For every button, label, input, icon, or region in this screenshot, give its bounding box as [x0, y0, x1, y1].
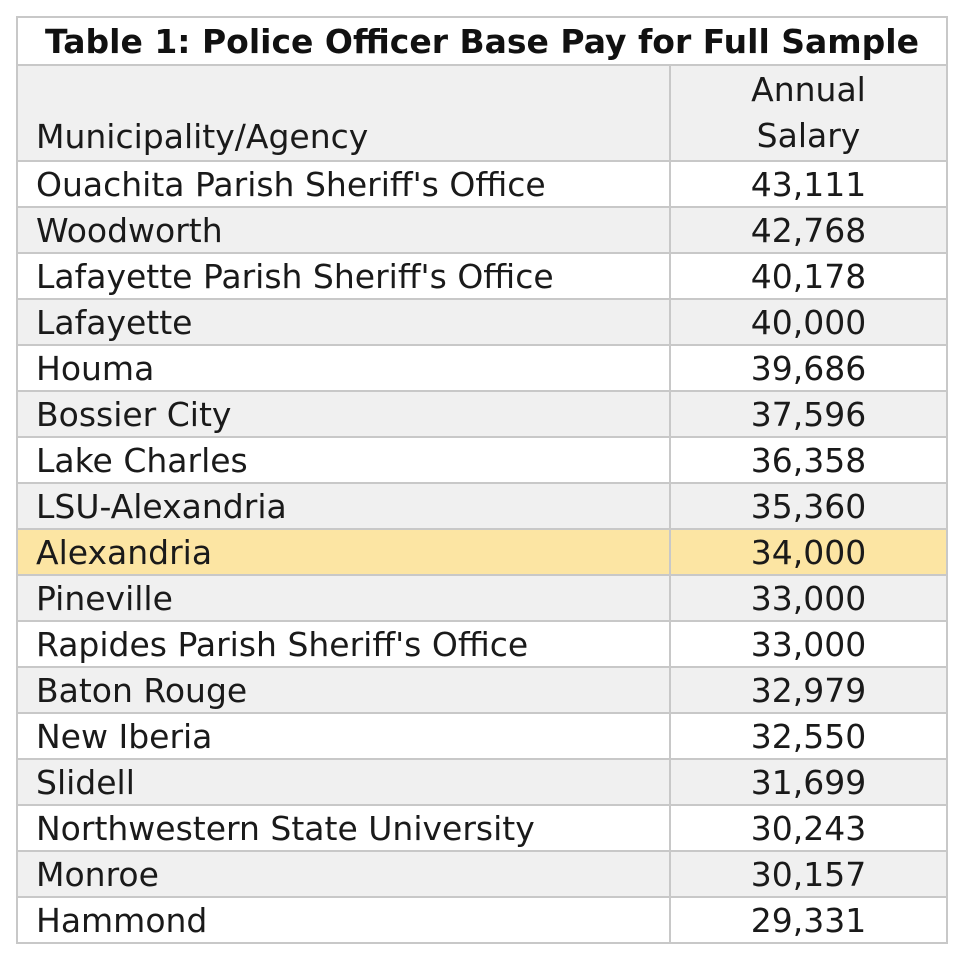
row-municipality: Pineville — [16, 574, 671, 622]
table-row: Lafayette Parish Sheriff's Office 40,178 — [16, 252, 948, 300]
row-municipality: Monroe — [16, 850, 671, 898]
table-row: Woodworth 42,768 — [16, 206, 948, 254]
salary-table-container: Table 1: Police Officer Base Pay for Ful… — [16, 16, 948, 944]
row-municipality: LSU-Alexandria — [16, 482, 671, 530]
row-municipality: New Iberia — [16, 712, 671, 760]
row-salary: 34,000 — [669, 528, 948, 576]
table-row: LSU-Alexandria 35,360 — [16, 482, 948, 530]
row-salary: 40,178 — [669, 252, 948, 300]
row-municipality: Lake Charles — [16, 436, 671, 484]
row-municipality: Woodworth — [16, 206, 671, 254]
header-annual-salary: Annual Salary — [669, 64, 948, 162]
header-salary-line2: Salary — [756, 116, 861, 155]
row-salary: 29,331 — [669, 896, 948, 944]
table-header-row: Municipality/Agency Annual Salary — [16, 64, 948, 162]
table-row: Slidell 31,699 — [16, 758, 948, 806]
table-row: Lake Charles 36,358 — [16, 436, 948, 484]
table-row: Baton Rouge 32,979 — [16, 666, 948, 714]
row-salary: 32,550 — [669, 712, 948, 760]
row-municipality: Alexandria — [16, 528, 671, 576]
row-municipality: Northwestern State University — [16, 804, 671, 852]
row-salary: 32,979 — [669, 666, 948, 714]
row-salary: 33,000 — [669, 574, 948, 622]
row-salary: 42,768 — [669, 206, 948, 254]
row-municipality: Ouachita Parish Sheriff's Office — [16, 160, 671, 208]
police-pay-table: Table 1: Police Officer Base Pay for Ful… — [16, 16, 948, 944]
header-salary-line1: Annual — [751, 70, 866, 109]
row-municipality: Houma — [16, 344, 671, 392]
row-salary: 37,596 — [669, 390, 948, 438]
table-row: New Iberia 32,550 — [16, 712, 948, 760]
row-salary: 31,699 — [669, 758, 948, 806]
table-row: Pineville 33,000 — [16, 574, 948, 622]
table-title: Table 1: Police Officer Base Pay for Ful… — [16, 16, 948, 66]
row-salary: 30,243 — [669, 804, 948, 852]
row-salary: 30,157 — [669, 850, 948, 898]
table-row: Houma 39,686 — [16, 344, 948, 392]
row-salary: 33,000 — [669, 620, 948, 668]
row-municipality: Bossier City — [16, 390, 671, 438]
row-salary: 36,358 — [669, 436, 948, 484]
row-municipality: Rapides Parish Sheriff's Office — [16, 620, 671, 668]
table-row: Rapides Parish Sheriff's Office 33,000 — [16, 620, 948, 668]
row-municipality: Lafayette — [16, 298, 671, 346]
table-row: Northwestern State University 30,243 — [16, 804, 948, 852]
table-row: Monroe 30,157 — [16, 850, 948, 898]
table-row: Ouachita Parish Sheriff's Office 43,111 — [16, 160, 948, 208]
table-row-highlighted: Alexandria 34,000 — [16, 528, 948, 576]
table-row: Bossier City 37,596 — [16, 390, 948, 438]
table-title-row: Table 1: Police Officer Base Pay for Ful… — [16, 16, 948, 66]
table-row: Lafayette 40,000 — [16, 298, 948, 346]
header-municipality: Municipality/Agency — [16, 64, 671, 162]
row-salary: 43,111 — [669, 160, 948, 208]
table-row: Hammond 29,331 — [16, 896, 948, 944]
row-municipality: Lafayette Parish Sheriff's Office — [16, 252, 671, 300]
row-salary: 35,360 — [669, 482, 948, 530]
row-salary: 40,000 — [669, 298, 948, 346]
row-municipality: Baton Rouge — [16, 666, 671, 714]
row-municipality: Hammond — [16, 896, 671, 944]
row-salary: 39,686 — [669, 344, 948, 392]
row-municipality: Slidell — [16, 758, 671, 806]
